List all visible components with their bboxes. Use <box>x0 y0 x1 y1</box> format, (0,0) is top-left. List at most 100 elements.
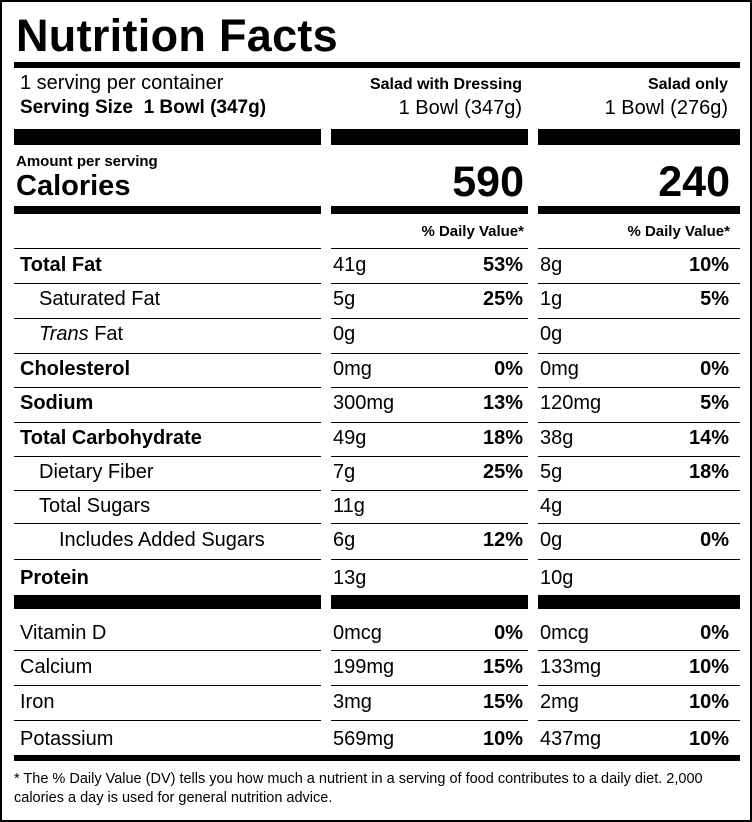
col1-percent: 0% <box>494 358 523 380</box>
col2-percent: 0% <box>700 529 729 551</box>
col2-percent: 10% <box>688 691 729 713</box>
col1-amount: 41g <box>333 254 367 276</box>
col2-percent: 10% <box>688 728 729 750</box>
col2-amount: 4g <box>540 495 563 517</box>
col1-amount: 7g <box>333 461 356 483</box>
amount-per-serving: Amount per serving <box>16 153 158 170</box>
col2-amount: 38g <box>540 427 574 449</box>
col1-amount: 6g <box>333 529 356 551</box>
calories-rule-left <box>14 206 321 214</box>
title-rule <box>14 62 740 68</box>
row-separator <box>331 387 528 388</box>
col1-amount: 0mcg <box>333 622 382 644</box>
row-separator <box>538 318 740 319</box>
label-title: Nutrition Facts <box>16 10 339 61</box>
calories-label: Calories <box>16 170 131 202</box>
col1-percent: 12% <box>482 529 523 551</box>
serving-size: Serving Size 1 Bowl (347g) <box>20 96 266 120</box>
row-separator <box>331 559 528 560</box>
row-separator <box>538 559 740 560</box>
col2-amount: 2mg <box>540 691 579 713</box>
row-separator <box>14 720 321 721</box>
nutrient-name: Saturated Fat <box>39 288 161 310</box>
col2-percent: 0% <box>700 622 729 644</box>
col1-amount: 199mg <box>333 656 395 678</box>
col1-amount: 13g <box>333 567 367 589</box>
nutrient-name: Sodium <box>20 392 94 414</box>
row-separator <box>538 387 740 388</box>
col1-calories: 590 <box>452 158 524 206</box>
row-separator <box>538 248 740 249</box>
col2-daily-value-heading: % Daily Value* <box>627 223 730 240</box>
row-separator <box>331 523 528 524</box>
row-separator <box>14 422 321 423</box>
col1-percent: 53% <box>482 254 523 276</box>
row-separator <box>331 456 528 457</box>
col2-percent: 5% <box>700 288 729 310</box>
row-separator <box>14 559 321 560</box>
serving-rule-col2 <box>538 129 740 145</box>
row-separator <box>14 283 321 284</box>
vitamin-rule-col1 <box>331 595 528 609</box>
col1-amount: 569mg <box>333 728 395 750</box>
row-separator <box>331 422 528 423</box>
vitamin-rule-left <box>14 595 321 609</box>
vitamin-name: Potassium <box>20 728 114 750</box>
col1-amount: 300mg <box>333 392 395 414</box>
row-separator <box>331 490 528 491</box>
row-separator <box>538 422 740 423</box>
calories-rule-col2 <box>538 206 740 214</box>
vitamin-name: Calcium <box>20 656 93 678</box>
col1-amount: 11g <box>333 495 365 517</box>
col1-amount: 0g <box>333 323 356 345</box>
serving-size-label: Serving Size <box>20 97 133 118</box>
col2-amount: 10g <box>540 567 574 589</box>
nutrient-name: Cholesterol <box>20 358 131 380</box>
nutrient-name: Dietary Fiber <box>39 461 154 483</box>
nutrient-name: Protein <box>20 567 89 589</box>
nutrient-name-italic: Trans <box>39 323 89 345</box>
nutrient-name: Total Sugars <box>39 495 151 517</box>
col2-amount: 0g <box>540 529 563 551</box>
row-separator <box>538 650 740 651</box>
col2-amount: 1g <box>540 288 563 310</box>
serving-size-value: 1 Bowl (347g) <box>143 97 267 118</box>
col1-percent: 15% <box>482 691 523 713</box>
col2-percent: 10% <box>688 656 729 678</box>
nutrient-name: Includes Added Sugars <box>59 529 265 551</box>
calories-rule-col1 <box>331 206 528 214</box>
nutrient-name: Trans Fat <box>39 323 124 345</box>
col1-heading: Salad with Dressing <box>369 76 522 93</box>
row-separator <box>14 456 321 457</box>
col1-percent: 25% <box>482 288 523 310</box>
col2-amount: 0mcg <box>540 622 589 644</box>
row-separator <box>14 248 321 249</box>
col2-amount: 120mg <box>540 392 602 414</box>
col1-daily-value-heading: % Daily Value* <box>421 223 524 240</box>
col1-percent: 13% <box>482 392 523 414</box>
col2-amount: 5g <box>540 461 563 483</box>
row-separator <box>14 387 321 388</box>
row-separator <box>331 720 528 721</box>
col1-amount: 0mg <box>333 358 372 380</box>
col2-percent: 18% <box>688 461 729 483</box>
col2-heading: Salad only <box>647 76 728 93</box>
serving-rule-col1 <box>331 129 528 145</box>
col2-percent: 10% <box>688 254 729 276</box>
row-separator <box>538 685 740 686</box>
col1-percent: 10% <box>482 728 523 750</box>
col2-amount: 0g <box>540 323 563 345</box>
col1-percent: 15% <box>482 656 523 678</box>
row-separator <box>14 318 321 319</box>
col1-percent: 25% <box>482 461 523 483</box>
col1-amount: 5g <box>333 288 356 310</box>
col2-percent: 0% <box>700 358 729 380</box>
col1-amount: 49g <box>333 427 367 449</box>
vitamin-name: Vitamin D <box>20 622 107 644</box>
row-separator <box>331 318 528 319</box>
col1-size: 1 Bowl (347g) <box>398 97 522 119</box>
col1-percent: 18% <box>482 427 523 449</box>
row-separator <box>331 353 528 354</box>
col2-amount: 437mg <box>540 728 602 750</box>
